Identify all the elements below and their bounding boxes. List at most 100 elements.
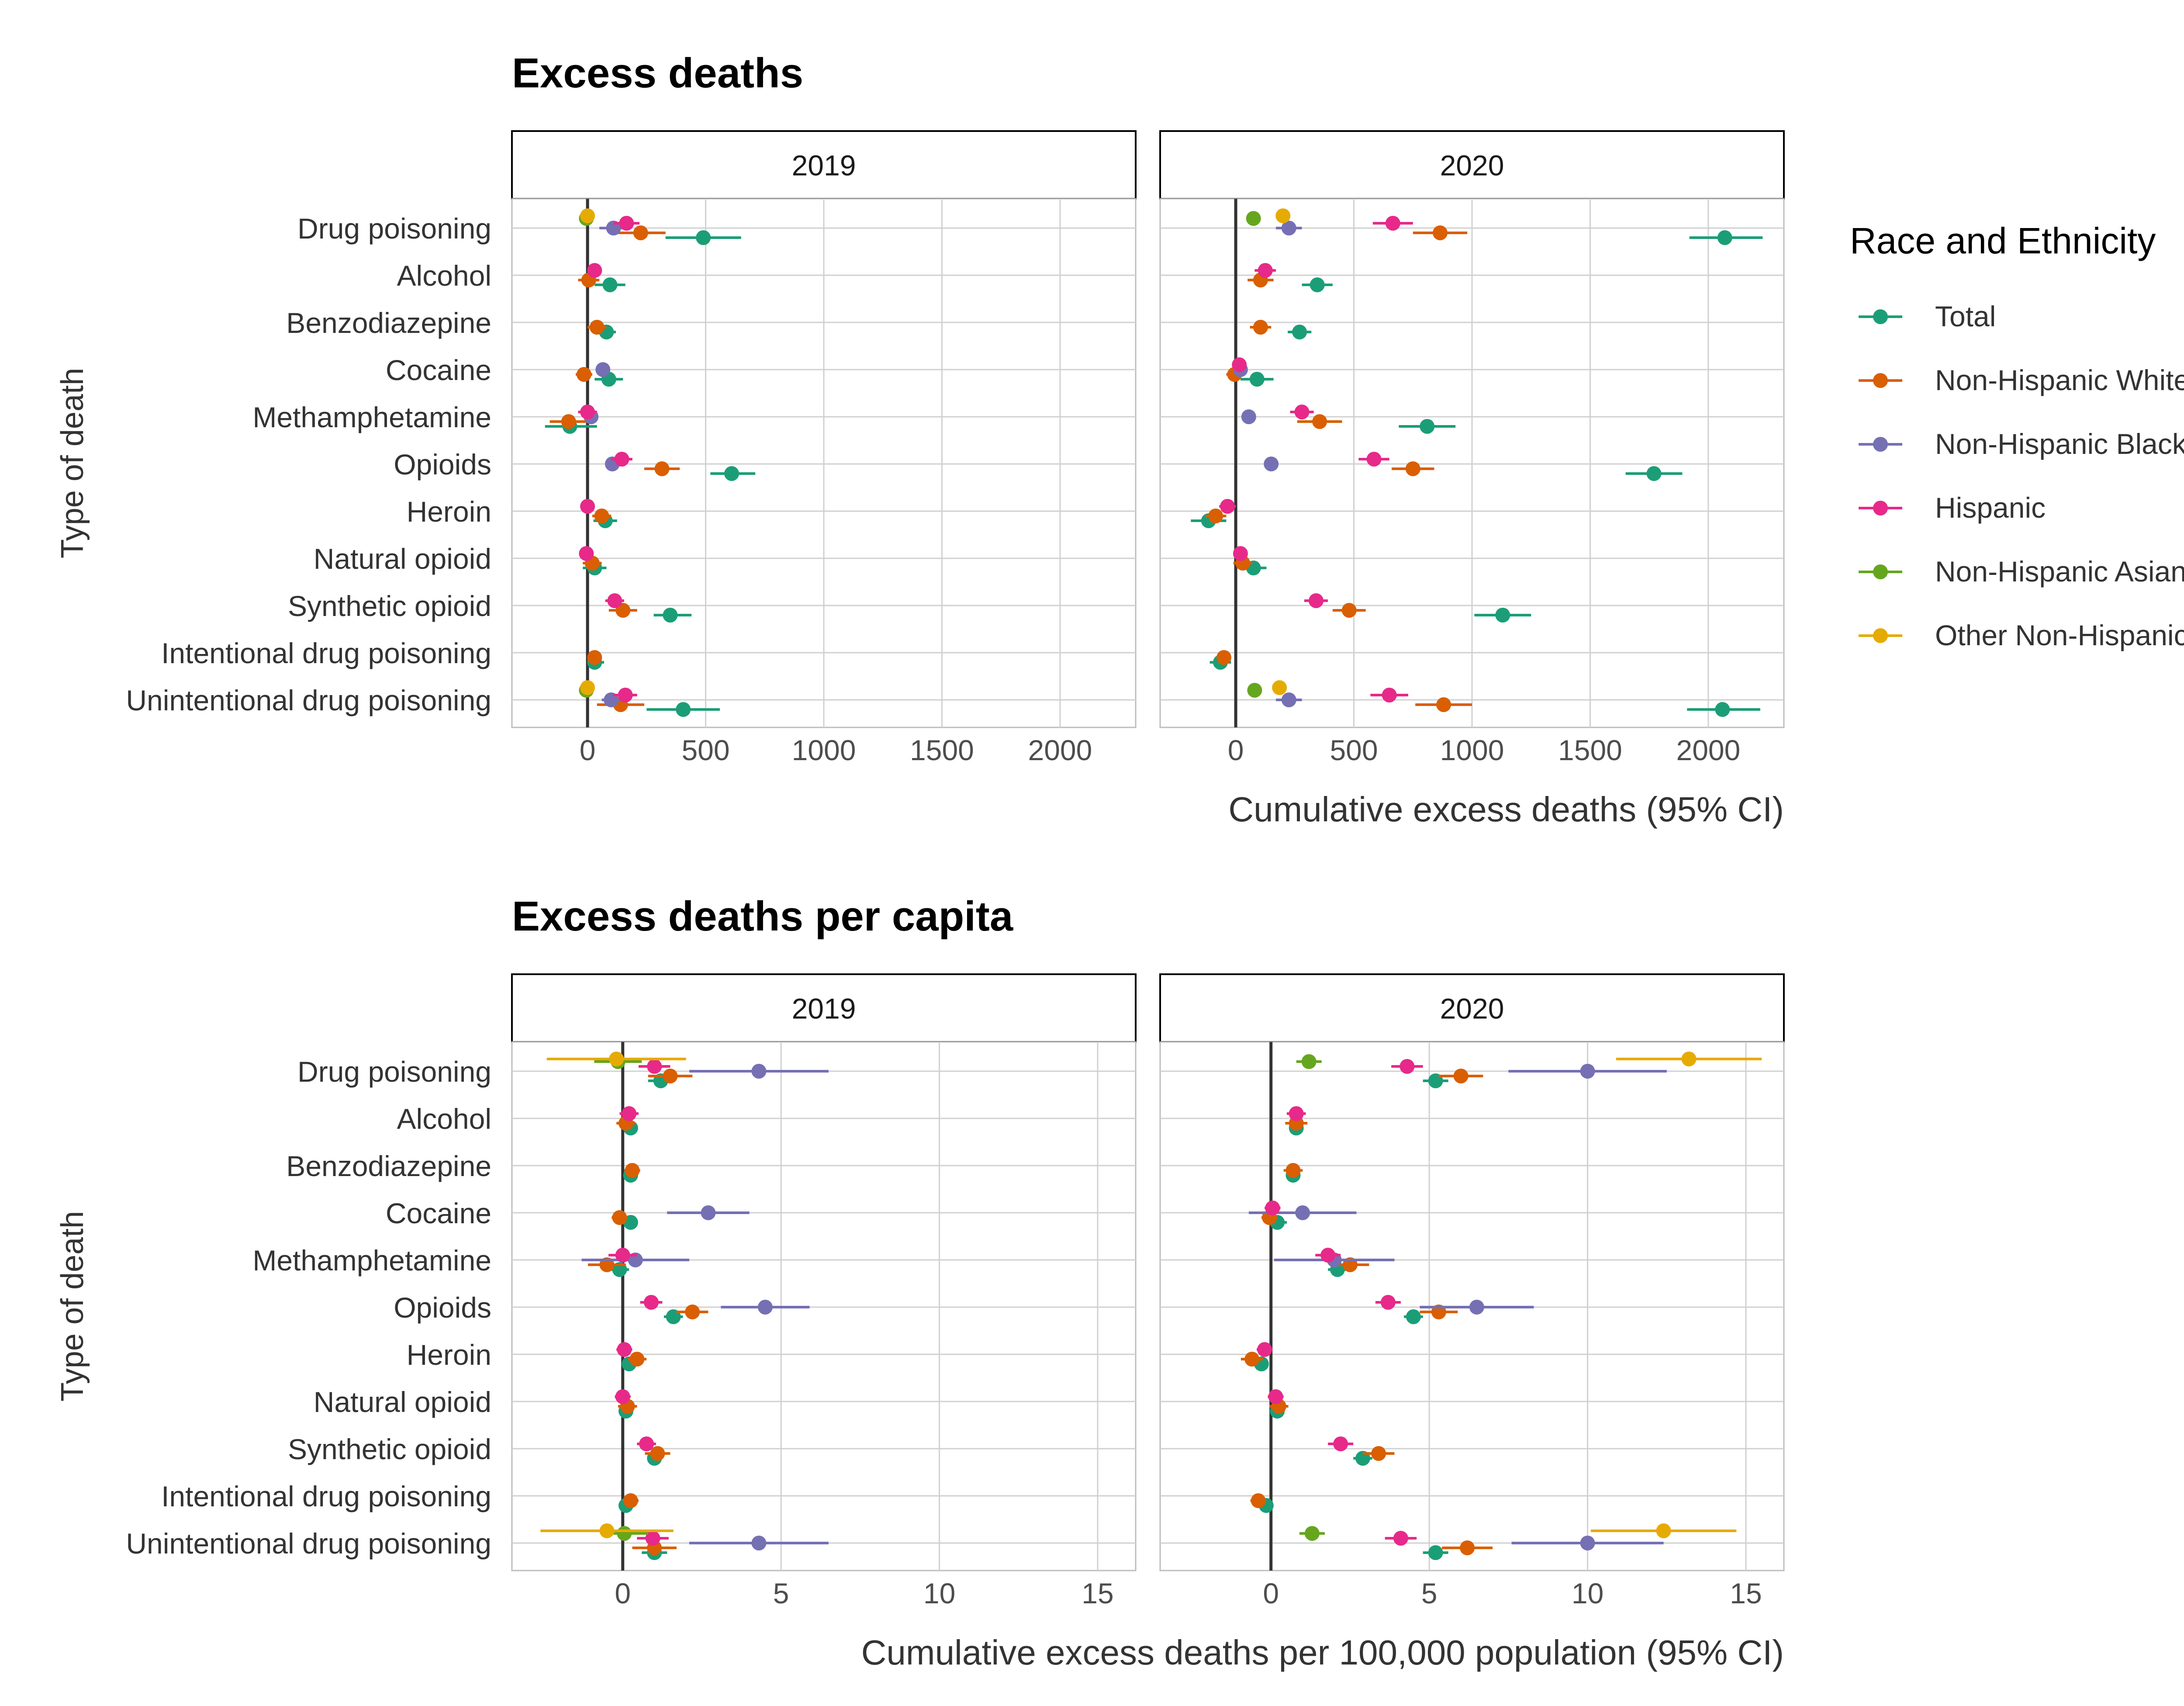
category-label-heroin: Heroin [407,1339,491,1371]
legend-key-point [1873,437,1888,452]
series-non-hispanic-white [587,1069,708,1555]
data-point [580,208,595,223]
legend-key-point [1873,564,1888,579]
x-tick-label: 15 [1730,1577,1762,1609]
legend-key-point [1873,373,1888,388]
category-label-unintentional-drug-poisoning: Unintentional drug poisoning [126,684,491,716]
data-point [1258,263,1273,278]
category-label-unintentional-drug-poisoning: Unintentional drug poisoning [126,1527,491,1560]
data-point [1246,211,1261,226]
x-axis-label: Cumulative excess deaths (95% CI) [1228,790,1784,829]
x-tick-label: 500 [1330,734,1378,766]
data-point [1309,593,1324,608]
series-other-non-hispanic [1590,1052,1762,1538]
category-label-methamphetamine: Methamphetamine [252,1244,491,1277]
data-point [1320,1248,1336,1263]
data-point [1286,1163,1301,1178]
data-point [576,367,591,382]
data-point [619,216,634,231]
data-point [1333,1436,1348,1451]
data-point [589,320,605,335]
data-point [617,1342,632,1357]
panel-2019: 2019 0 500 1000 1500 2000 [511,130,1137,766]
data-point [1436,697,1451,712]
data-point [1281,692,1296,707]
data-point [1289,1106,1304,1121]
data-point [1275,208,1291,223]
data-point [1272,680,1287,695]
data-point [663,1069,678,1083]
x-tick-label: 0 [1263,1577,1279,1609]
series-non-hispanic-asian [1246,211,1262,698]
data-point [1428,1545,1443,1560]
data-point [633,225,648,240]
legend-key-point [1873,501,1888,516]
data-point [1208,509,1223,523]
data-point [1366,452,1382,467]
panel-strip [511,130,1137,200]
data-point [647,1059,662,1074]
data-point [1247,683,1262,698]
category-label-synthetic-opioid: Synthetic opioid [288,1433,491,1465]
data-point [1216,650,1232,665]
legend-key-point [1873,628,1888,643]
x-tick-label: 10 [923,1577,955,1609]
data-point [1232,357,1247,372]
series-hispanic [608,1059,670,1546]
data-point [685,1305,700,1319]
data-point [650,1446,665,1461]
data-point [1241,409,1256,424]
x-tick-label: 0 [615,1577,631,1609]
data-point [643,1295,659,1310]
legend-item-label: Non-Hispanic White [1935,364,2184,396]
legend-item-other-non-hispanic: Other Non-Hispanic [1859,619,2184,651]
data-point [1385,216,1400,231]
data-point [594,509,609,523]
data-point [595,362,611,377]
x-tick-label: 0 [580,734,596,766]
chart-excess-deaths-per-capita: Excess deaths per capita Type of death Cum… [55,893,1785,1672]
category-label-benzodiazepine: Benzodiazepine [286,307,491,339]
legend-item-label: Other Non-Hispanic [1935,619,2184,651]
chart-excess-deaths: Excess deaths Type of death Cumulative exc… [55,50,1785,829]
legend-item-non-hispanic-black: Non-Hispanic Black [1859,428,2184,460]
panel-strip-label: 2019 [792,993,856,1025]
data-point [1580,1064,1595,1079]
x-tick-label: 5 [1421,1577,1438,1609]
data-point [1268,1389,1283,1404]
series-other-non-hispanic [580,208,595,695]
category-label-natural-opioid: Natural opioid [314,543,491,575]
category-label-intentional-drug-poisoning: Intentional drug poisoning [161,637,491,669]
data-point [701,1205,716,1220]
data-point [1717,230,1732,245]
data-point [612,1210,627,1225]
data-point [609,1052,624,1066]
data-point [654,461,670,476]
data-point [1294,405,1310,419]
data-point [1304,1526,1320,1541]
data-point [1371,1446,1386,1461]
data-point [1310,277,1325,292]
data-point [1220,499,1235,514]
data-point [1646,466,1662,481]
category-label-benzodiazepine: Benzodiazepine [286,1150,491,1182]
data-point [1432,225,1448,240]
data-point [625,1163,640,1178]
category-label-drug-poisoning: Drug poisoning [297,1055,491,1088]
legend: Race and Ethnicity Total Non-Hispanic Whit… [1850,220,2184,651]
chart-title: Excess deaths per capita [512,893,1013,940]
data-point [696,230,711,245]
data-point [645,1531,660,1546]
series-hispanic [1257,1059,1423,1546]
data-point [561,414,576,429]
data-point [751,1064,767,1079]
data-point [1281,221,1296,235]
category-label-cocaine: Cocaine [386,354,491,386]
legend-item-label: Hispanic [1935,491,2046,524]
legend-item-label: Total [1935,300,1996,332]
category-label-alcohol: Alcohol [397,1103,491,1135]
data-point [1580,1536,1595,1550]
data-point [587,650,602,665]
series-non-hispanic-asian [1296,1054,1325,1541]
